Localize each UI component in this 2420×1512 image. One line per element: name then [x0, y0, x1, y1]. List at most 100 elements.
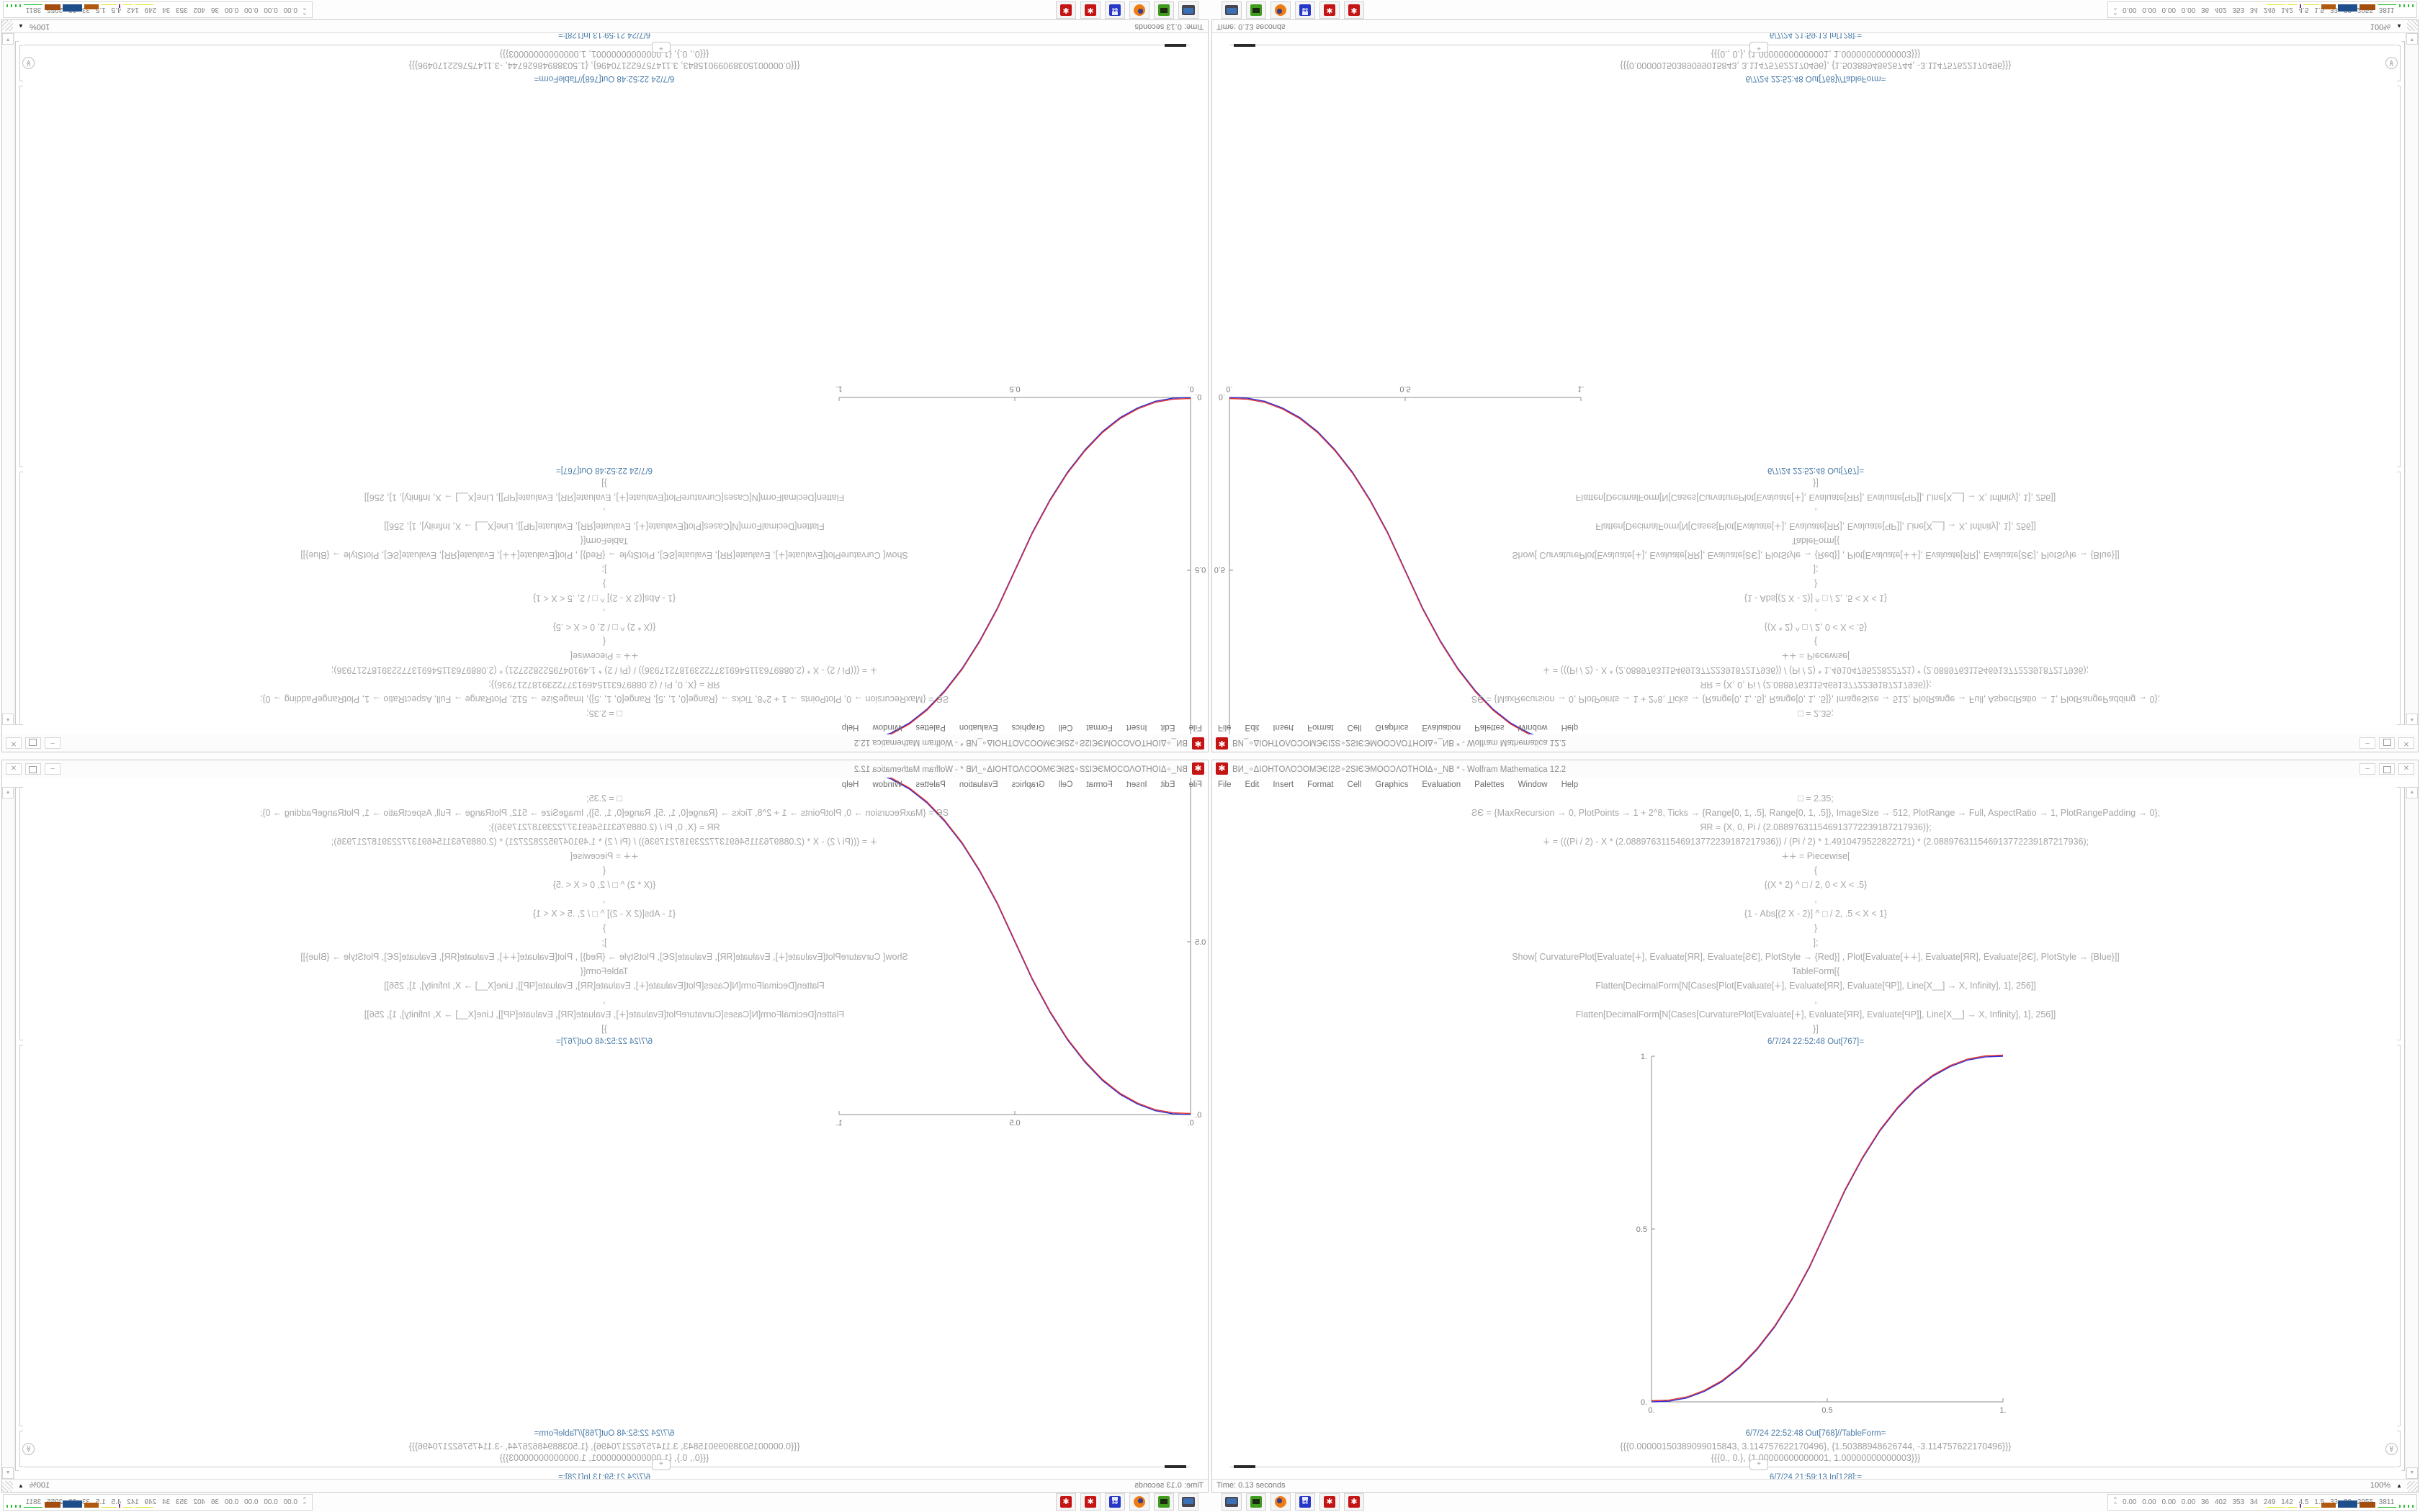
minimize-button[interactable]: –	[2360, 763, 2375, 775]
insert-cell-plus-button[interactable]: +	[1749, 1459, 1768, 1470]
code-line[interactable]: Flatten[DecimalForm[N[Cases[CurvaturePlo…	[1575, 1009, 2056, 1020]
zoom-menu-triangle-icon[interactable]: ▲	[18, 1482, 24, 1489]
code-line[interactable]: ,	[1814, 507, 1817, 517]
vertical-scrollbar[interactable]: ▲ ▼	[2405, 786, 2418, 1480]
code-line[interactable]: Show[ CurvaturePlot[Evaluate[∔], Evaluat…	[1512, 952, 2120, 962]
menu-edit[interactable]: Edit	[1245, 780, 1260, 789]
code-line[interactable]: {1 - Abs[(2 X - 2)] ^ □ / 2, .5 < X < 1}	[1744, 593, 1888, 603]
minimize-button[interactable]: –	[45, 763, 60, 775]
code-line[interactable]: ,	[603, 995, 606, 1005]
wolfram-red-icon[interactable]: ✱	[1319, 1, 1340, 19]
menu-help[interactable]: Help	[1561, 780, 1579, 789]
scroll-up-arrow-icon[interactable]: ▲	[2, 787, 14, 798]
code-line[interactable]: }]	[601, 478, 607, 488]
code-line[interactable]: }]	[1813, 478, 1819, 488]
menu-graphics[interactable]: Graphics	[1011, 780, 1045, 789]
menu-window[interactable]: Window	[1518, 723, 1548, 732]
code-line[interactable]: Flatten[DecimalForm[N[Cases[CurvaturePlo…	[1575, 492, 2056, 503]
code-line[interactable]: ,	[1814, 995, 1817, 1005]
menu-cell[interactable]: Cell	[1347, 780, 1362, 789]
wolfram-red-icon-2[interactable]: ✱	[1056, 1, 1076, 19]
code-line[interactable]: {(X * 2) ^ □ / 2, 0 < X < .5}	[1764, 880, 1868, 890]
menu-format[interactable]: Format	[1307, 780, 1334, 789]
zoom-level[interactable]: 100%	[30, 22, 50, 31]
maximize-button[interactable]	[25, 737, 41, 749]
window-titlebar[interactable]: ✱ ВИ_∘ΔΙΟΗΤΟΛΟƆΟΜЭЄΙ2Ƨ∘2ЅΙЄЭΜΟΟƆΛΟΤΗΟΙΔ∘…	[1212, 734, 2418, 752]
code-line[interactable]: {(X * 2) ^ □ / 2, 0 < X < .5}	[552, 622, 656, 632]
insert-cell-plus-button[interactable]: +	[652, 42, 671, 53]
collapse-output-chevron-icon[interactable]: ≫	[22, 1443, 35, 1455]
wolfram-red-icon-2[interactable]: ✱	[1056, 1493, 1076, 1511]
insert-cell-plus-button[interactable]: +	[652, 1459, 671, 1470]
system-monitor-icon[interactable]	[1222, 1493, 1242, 1511]
code-line[interactable]: Flatten[DecimalForm[N[Cases[Plot[Evaluat…	[1595, 521, 2036, 531]
scroll-down-arrow-icon[interactable]: ▼	[2, 33, 14, 45]
menu-palettes[interactable]: Palettes	[1474, 723, 1505, 732]
menu-cell[interactable]: Cell	[1347, 723, 1362, 732]
floppy-64-icon[interactable]: 64	[1295, 1, 1315, 19]
code-line[interactable]: ƧЄ = {MaxRecursion → 0, PlotPoints → 1 +…	[1471, 808, 2161, 818]
code-line[interactable]: ∔ = (((Pi / 2) - X * (2.0889763115469137…	[1542, 837, 2089, 847]
menu-file[interactable]: File	[1218, 780, 1232, 789]
code-line[interactable]: □ = 2.35;	[586, 793, 622, 804]
code-line[interactable]: {	[1814, 636, 1818, 647]
system-monitor-icon[interactable]	[1178, 1, 1198, 19]
code-line[interactable]: ,	[1814, 608, 1817, 618]
scroll-up-arrow-icon[interactable]: ▲	[2406, 787, 2418, 798]
code-line[interactable]: ЯR = {X, 0, Pi / (2.08897631154691377223…	[1700, 822, 1932, 832]
scroll-up-arrow-icon[interactable]: ▲	[2406, 714, 2418, 725]
code-line[interactable]: ];	[1813, 937, 1819, 948]
code-line[interactable]: {(X * 2) ^ □ / 2, 0 < X < .5}	[552, 880, 656, 890]
menu-edit[interactable]: Edit	[1245, 723, 1260, 732]
zoom-level[interactable]: 100%	[2370, 1481, 2390, 1490]
code-line[interactable]: ];	[601, 937, 607, 948]
menu-graphics[interactable]: Graphics	[1011, 723, 1045, 732]
cell-bracket-input[interactable]	[19, 787, 23, 1040]
system-monitor-icon[interactable]	[1222, 1, 1242, 19]
close-button[interactable]: ✕	[6, 763, 22, 775]
code-line[interactable]: Show[ CurvaturePlot[Evaluate[∔], Evaluat…	[1512, 550, 2120, 560]
code-line[interactable]: □ = 2.35;	[1798, 793, 1834, 804]
code-line[interactable]: ЯR = {X, 0, Pi / (2.08897631154691377223…	[488, 822, 720, 832]
code-line[interactable]: TableForm[{	[580, 536, 629, 546]
scroll-down-arrow-icon[interactable]: ▼	[2406, 33, 2418, 45]
menu-window[interactable]: Window	[872, 723, 902, 732]
code-line[interactable]: ];	[601, 564, 607, 575]
code-line[interactable]: Flatten[DecimalForm[N[Cases[CurvaturePlo…	[364, 492, 845, 503]
green-package-icon[interactable]	[1246, 1, 1266, 19]
code-line[interactable]: Show[ CurvaturePlot[Evaluate[∔], Evaluat…	[300, 550, 908, 560]
code-line[interactable]: ∔ = (((Pi / 2) - X * (2.0889763115469137…	[331, 837, 878, 847]
cell-bracket-input[interactable]	[19, 472, 23, 725]
menu-evaluation[interactable]: Evaluation	[959, 780, 998, 789]
menu-file[interactable]: File	[1188, 780, 1202, 789]
menu-evaluation[interactable]: Evaluation	[1422, 723, 1461, 732]
code-line[interactable]: }	[602, 923, 606, 933]
zoom-menu-triangle-icon[interactable]: ▲	[2396, 23, 2402, 30]
wolfram-red-icon[interactable]: ✱	[1080, 1, 1101, 19]
code-line[interactable]: ЯR = {X, 0, Pi / (2.08897631154691377223…	[488, 680, 720, 690]
system-monitor-icon[interactable]	[1178, 1493, 1198, 1511]
code-line[interactable]: Show[ CurvaturePlot[Evaluate[∔], Evaluat…	[300, 952, 908, 962]
menu-help[interactable]: Help	[841, 780, 859, 789]
menu-window[interactable]: Window	[872, 780, 902, 789]
code-line[interactable]: ∔∔ = Piecewise[	[1781, 651, 1850, 661]
floppy-64-icon[interactable]: 64	[1105, 1493, 1125, 1511]
zoom-menu-triangle-icon[interactable]: ▲	[2396, 1482, 2402, 1489]
menu-cell[interactable]: Cell	[1058, 723, 1073, 732]
code-line[interactable]: ,	[603, 894, 606, 904]
code-line[interactable]: ∔∔ = Piecewise[	[570, 651, 639, 661]
menu-palettes[interactable]: Palettes	[915, 780, 946, 789]
code-line[interactable]: }	[602, 579, 606, 589]
menu-help[interactable]: Help	[1561, 723, 1579, 732]
code-line[interactable]: ƧЄ = {MaxRecursion → 0, PlotPoints → 1 +…	[259, 694, 949, 704]
collapse-output-chevron-icon[interactable]: ≫	[22, 57, 35, 69]
window-titlebar[interactable]: ✱ ВИ_∘ΔΙΟΗΤΟΛΟƆΟΜЭЄΙ2Ƨ∘2ЅΙЄЭΜΟΟƆΛΟΤΗΟΙΔ∘…	[2, 734, 1208, 752]
cell-bracket-input[interactable]	[2397, 787, 2401, 1040]
resize-grip[interactable]	[2, 1481, 13, 1492]
menu-format[interactable]: Format	[1086, 780, 1113, 789]
code-line[interactable]: }	[1814, 579, 1818, 589]
code-line[interactable]: {	[1814, 865, 1818, 876]
cell-bracket-tableform-output[interactable]	[2397, 1431, 2401, 1467]
cell-bracket-input[interactable]	[2397, 472, 2401, 725]
code-line[interactable]: Flatten[DecimalForm[N[Cases[Plot[Evaluat…	[1595, 981, 2036, 991]
